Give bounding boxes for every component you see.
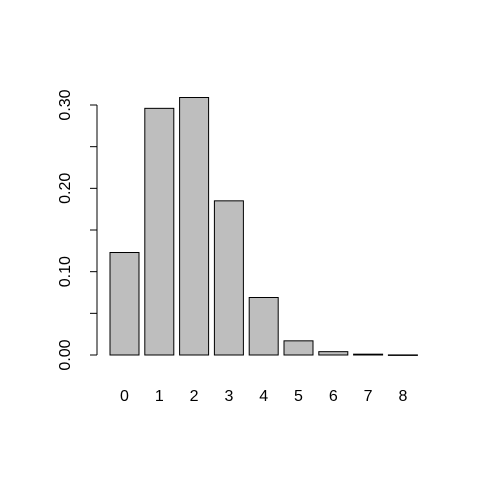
x-tick-label-6: 6 (329, 388, 338, 405)
bar-2 (179, 97, 210, 356)
x-tick-labels: 0 1 2 3 4 5 6 7 8 (120, 388, 407, 405)
bar-4 (248, 297, 279, 356)
bar-8 (387, 354, 418, 356)
bars-group (109, 97, 418, 356)
x-tick-label-8: 8 (398, 388, 407, 405)
bar-0 (109, 252, 140, 356)
x-tick-label-7: 7 (364, 388, 373, 405)
bar-3 (213, 200, 244, 356)
x-tick-label-3: 3 (224, 388, 233, 405)
x-tick-label-0: 0 (120, 388, 129, 405)
y-tick-label-0.30: 0.30 (57, 89, 74, 120)
bar-6 (318, 351, 349, 356)
y-axis: 0.00 0.10 0.20 0.30 (57, 89, 98, 371)
x-tick-label-1: 1 (155, 388, 164, 405)
y-tick-label-0.20: 0.20 (57, 173, 74, 204)
y-tick-label-0.00: 0.00 (57, 339, 74, 370)
x-tick-label-5: 5 (294, 388, 303, 405)
x-tick-label-2: 2 (190, 388, 199, 405)
y-tick-label-0.10: 0.10 (57, 256, 74, 287)
x-tick-label-4: 4 (259, 388, 268, 405)
bar-5 (283, 340, 314, 356)
bar-1 (144, 107, 175, 356)
bar-7 (353, 353, 384, 356)
